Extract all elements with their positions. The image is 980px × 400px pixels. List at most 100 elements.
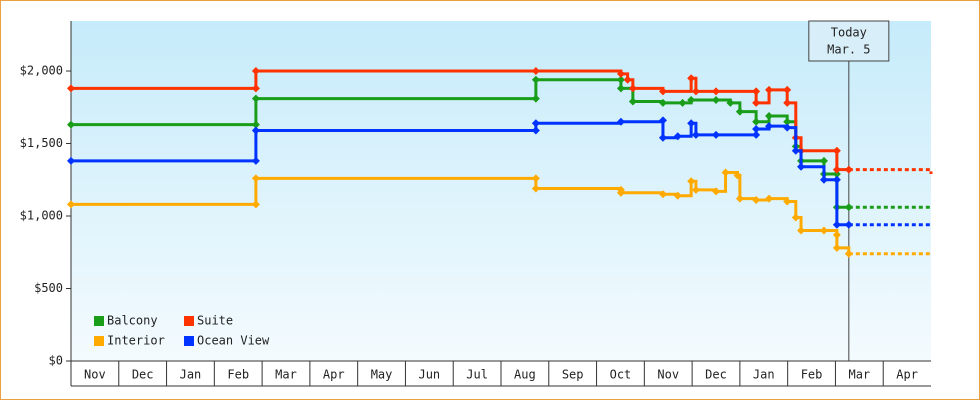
point bbox=[251, 94, 260, 103]
point bbox=[531, 67, 540, 76]
point bbox=[791, 213, 800, 222]
point bbox=[797, 226, 806, 235]
x-tick-label: Nov bbox=[657, 368, 679, 382]
point bbox=[531, 75, 540, 84]
point bbox=[678, 98, 687, 107]
point bbox=[733, 171, 742, 180]
point bbox=[712, 187, 720, 196]
point bbox=[783, 123, 792, 132]
point bbox=[531, 94, 540, 103]
point bbox=[819, 226, 828, 235]
x-tick-label: Dec bbox=[132, 368, 154, 382]
point bbox=[658, 98, 667, 107]
point bbox=[691, 87, 700, 96]
point bbox=[735, 107, 744, 116]
x-tick-label: Apr bbox=[896, 368, 918, 382]
point bbox=[658, 133, 667, 142]
y-tick-label: $1,500 bbox=[20, 136, 63, 150]
point bbox=[752, 130, 761, 139]
point bbox=[67, 120, 75, 129]
point bbox=[735, 194, 744, 203]
point bbox=[531, 126, 540, 135]
x-tick-label: Jan bbox=[753, 368, 775, 382]
point bbox=[844, 249, 853, 258]
point bbox=[251, 120, 260, 129]
point bbox=[752, 117, 761, 126]
point bbox=[251, 126, 260, 135]
point bbox=[673, 191, 682, 200]
point bbox=[752, 196, 761, 205]
point bbox=[819, 156, 828, 165]
point bbox=[783, 98, 792, 107]
legend-swatch bbox=[94, 316, 104, 326]
forecast-line bbox=[848, 168, 933, 174]
point bbox=[616, 188, 625, 197]
point bbox=[628, 84, 637, 93]
point bbox=[687, 177, 696, 186]
point bbox=[844, 165, 853, 174]
point bbox=[752, 98, 761, 107]
x-tick-label: Sep bbox=[562, 368, 584, 382]
point bbox=[844, 220, 853, 229]
point bbox=[531, 174, 540, 183]
y-tick-label: $1,000 bbox=[20, 209, 63, 223]
legend-label: Balcony bbox=[107, 314, 158, 328]
point bbox=[531, 184, 540, 193]
point bbox=[251, 84, 260, 93]
x-tick-label: Jun bbox=[418, 368, 440, 382]
point bbox=[797, 162, 806, 171]
point bbox=[687, 96, 696, 105]
point bbox=[658, 116, 667, 125]
point bbox=[616, 84, 625, 93]
x-tick-label: Nov bbox=[84, 368, 106, 382]
point bbox=[791, 146, 800, 155]
point bbox=[752, 125, 761, 134]
x-tick-label: Mar bbox=[275, 368, 297, 382]
point bbox=[721, 168, 730, 177]
point bbox=[783, 197, 792, 206]
point bbox=[623, 75, 632, 84]
point bbox=[673, 132, 682, 141]
point bbox=[832, 146, 841, 155]
point bbox=[783, 117, 792, 126]
x-tick-label: Dec bbox=[705, 368, 727, 382]
point bbox=[67, 156, 75, 165]
plot-background bbox=[71, 21, 931, 361]
point bbox=[658, 87, 667, 96]
point bbox=[726, 98, 735, 107]
legend-label: Suite bbox=[197, 314, 233, 328]
point bbox=[783, 85, 792, 94]
point bbox=[819, 175, 828, 184]
point bbox=[687, 119, 696, 128]
legend-label: Ocean View bbox=[197, 334, 270, 348]
today-label: Today bbox=[831, 26, 867, 40]
x-tick-label: Jan bbox=[180, 368, 202, 382]
point bbox=[832, 169, 841, 178]
point bbox=[765, 85, 774, 94]
point bbox=[832, 220, 841, 229]
x-tick-label: Feb bbox=[227, 368, 249, 382]
x-tick-label: Oct bbox=[610, 368, 632, 382]
point bbox=[251, 67, 260, 76]
x-tick-label: Aug bbox=[514, 368, 536, 382]
x-tick-label: Apr bbox=[323, 368, 345, 382]
y-tick-label: $2,000 bbox=[20, 64, 63, 78]
point bbox=[765, 194, 774, 203]
point bbox=[531, 119, 540, 128]
y-tick-label: $0 bbox=[49, 354, 63, 368]
point bbox=[765, 122, 774, 131]
legend-swatch bbox=[94, 336, 104, 346]
y-tick-label: $500 bbox=[34, 281, 63, 295]
today-label: Mar. 5 bbox=[827, 43, 870, 57]
point bbox=[765, 111, 774, 120]
point bbox=[658, 190, 667, 199]
point bbox=[251, 156, 260, 165]
legend-label: Interior bbox=[107, 334, 165, 348]
point bbox=[712, 96, 720, 105]
x-tick-label: Feb bbox=[801, 368, 823, 382]
point bbox=[832, 165, 841, 174]
point bbox=[67, 84, 75, 93]
x-tick-label: May bbox=[371, 368, 393, 382]
point bbox=[67, 200, 75, 209]
